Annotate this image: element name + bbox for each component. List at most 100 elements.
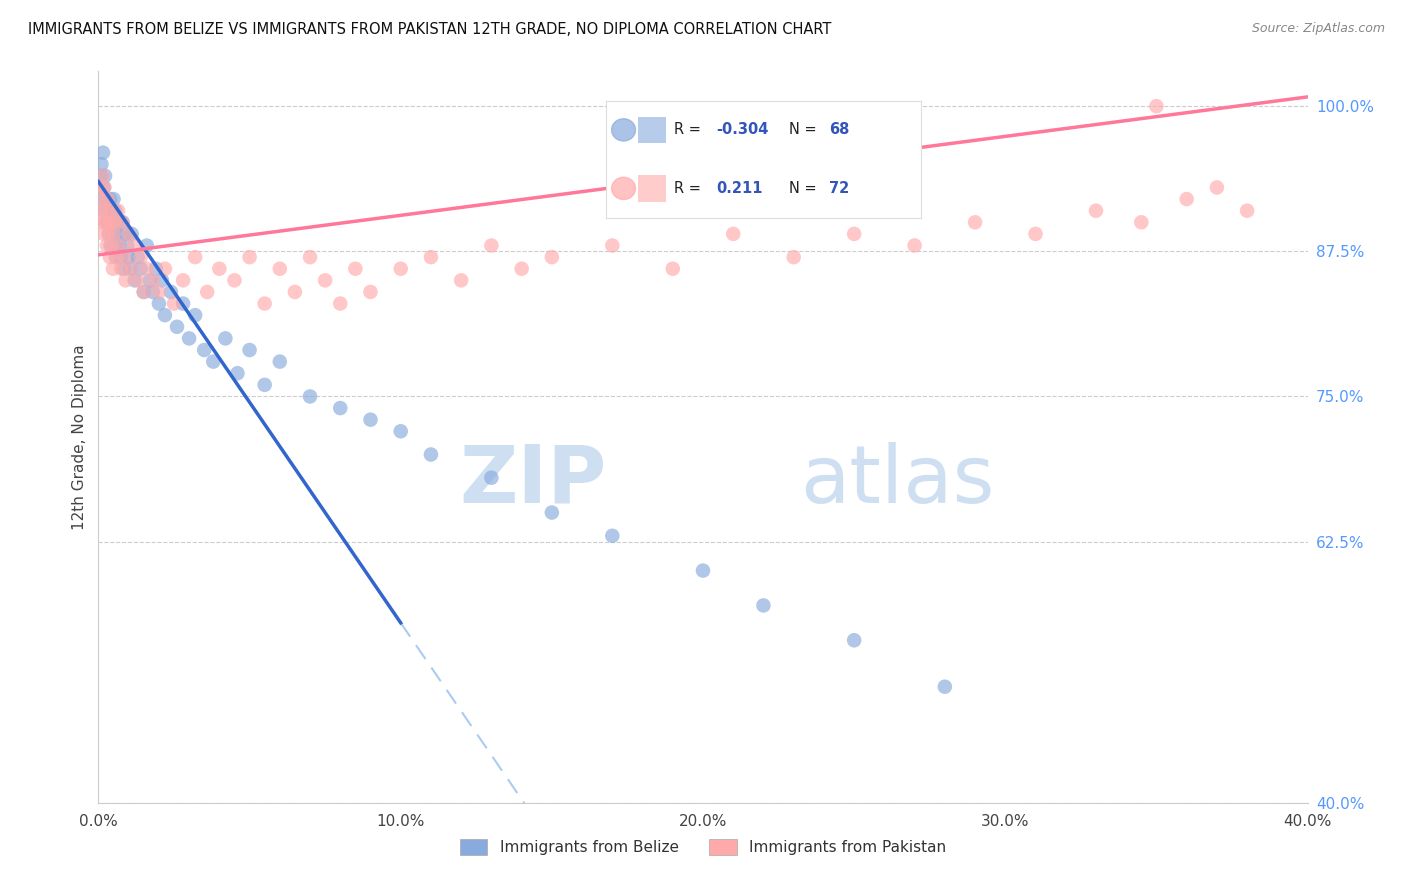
Point	[114, 227, 136, 241]
Point	[108, 238, 131, 252]
Point	[103, 227, 125, 241]
Point	[100, 238, 122, 252]
Point	[510, 261, 533, 276]
Point	[94, 169, 117, 183]
Point	[115, 238, 138, 252]
Point	[121, 227, 143, 241]
Text: IMMIGRANTS FROM BELIZE VS IMMIGRANTS FROM PAKISTAN 12TH GRADE, NO DIPLOMA CORREL: IMMIGRANTS FROM BELIZE VS IMMIGRANTS FRO…	[28, 22, 831, 37]
Point	[269, 354, 291, 368]
Point	[107, 227, 129, 241]
Point	[160, 285, 183, 299]
Point	[299, 250, 322, 264]
Point	[184, 250, 207, 264]
Point	[132, 285, 155, 299]
Point	[101, 215, 124, 229]
Point	[1206, 180, 1229, 194]
Legend: Immigrants from Belize, Immigrants from Pakistan: Immigrants from Belize, Immigrants from …	[454, 833, 952, 861]
Text: Source: ZipAtlas.com: Source: ZipAtlas.com	[1251, 22, 1385, 36]
Point	[135, 261, 157, 276]
Point	[96, 203, 118, 218]
Point	[93, 180, 115, 194]
Point	[103, 192, 125, 206]
Point	[104, 250, 127, 264]
Point	[148, 296, 170, 310]
Point	[104, 203, 127, 218]
Point	[93, 203, 115, 218]
Point	[360, 285, 382, 299]
Point	[1024, 227, 1046, 241]
Point	[90, 157, 112, 171]
Point	[142, 273, 165, 287]
Point	[420, 448, 443, 462]
Point	[118, 250, 141, 264]
Point	[148, 285, 170, 299]
Point	[104, 215, 127, 229]
Point	[139, 273, 162, 287]
Point	[166, 319, 188, 334]
Point	[214, 331, 236, 345]
Point	[314, 273, 336, 287]
Point	[94, 203, 117, 218]
Point	[110, 261, 132, 276]
Point	[111, 215, 134, 229]
Point	[105, 250, 128, 264]
Point	[450, 273, 472, 287]
Point	[98, 227, 121, 241]
Point	[89, 180, 111, 194]
Point	[329, 401, 352, 415]
Point	[96, 192, 118, 206]
Point	[844, 633, 866, 648]
Point	[121, 261, 143, 276]
Point	[150, 273, 173, 287]
Point	[692, 564, 714, 578]
Point	[193, 343, 215, 357]
Point	[127, 273, 149, 287]
Point	[98, 192, 121, 206]
Point	[844, 227, 866, 241]
Point	[91, 192, 114, 206]
Point	[129, 250, 152, 264]
Point	[91, 169, 114, 183]
Point	[112, 261, 135, 276]
Point	[1236, 203, 1258, 218]
Point	[90, 169, 112, 183]
Point	[1085, 203, 1108, 218]
Point	[329, 296, 352, 310]
Point	[202, 354, 225, 368]
Point	[1146, 99, 1168, 113]
Point	[111, 215, 134, 229]
Point	[179, 331, 201, 345]
Point	[253, 296, 276, 310]
Point	[120, 261, 142, 276]
Point	[540, 506, 562, 520]
Point	[124, 273, 146, 287]
Point	[284, 285, 307, 299]
Point	[184, 308, 207, 322]
Point	[163, 296, 186, 310]
Point	[172, 296, 194, 310]
Point	[239, 343, 262, 357]
Point	[153, 308, 176, 322]
Text: ZIP: ZIP	[458, 442, 606, 520]
Point	[481, 238, 503, 252]
Point	[127, 250, 149, 264]
Point	[360, 412, 382, 426]
Point	[783, 250, 806, 264]
Point	[299, 389, 322, 403]
Point	[118, 227, 141, 241]
Point	[172, 273, 194, 287]
Point	[934, 680, 956, 694]
Point	[129, 261, 152, 276]
Point	[145, 261, 167, 276]
Point	[602, 529, 624, 543]
Point	[114, 273, 136, 287]
Point	[101, 261, 124, 276]
Point	[97, 215, 120, 229]
Point	[100, 203, 122, 218]
Point	[103, 238, 125, 252]
Point	[101, 215, 124, 229]
Point	[239, 250, 262, 264]
Point	[90, 215, 112, 229]
Point	[112, 250, 135, 264]
Point	[344, 261, 367, 276]
